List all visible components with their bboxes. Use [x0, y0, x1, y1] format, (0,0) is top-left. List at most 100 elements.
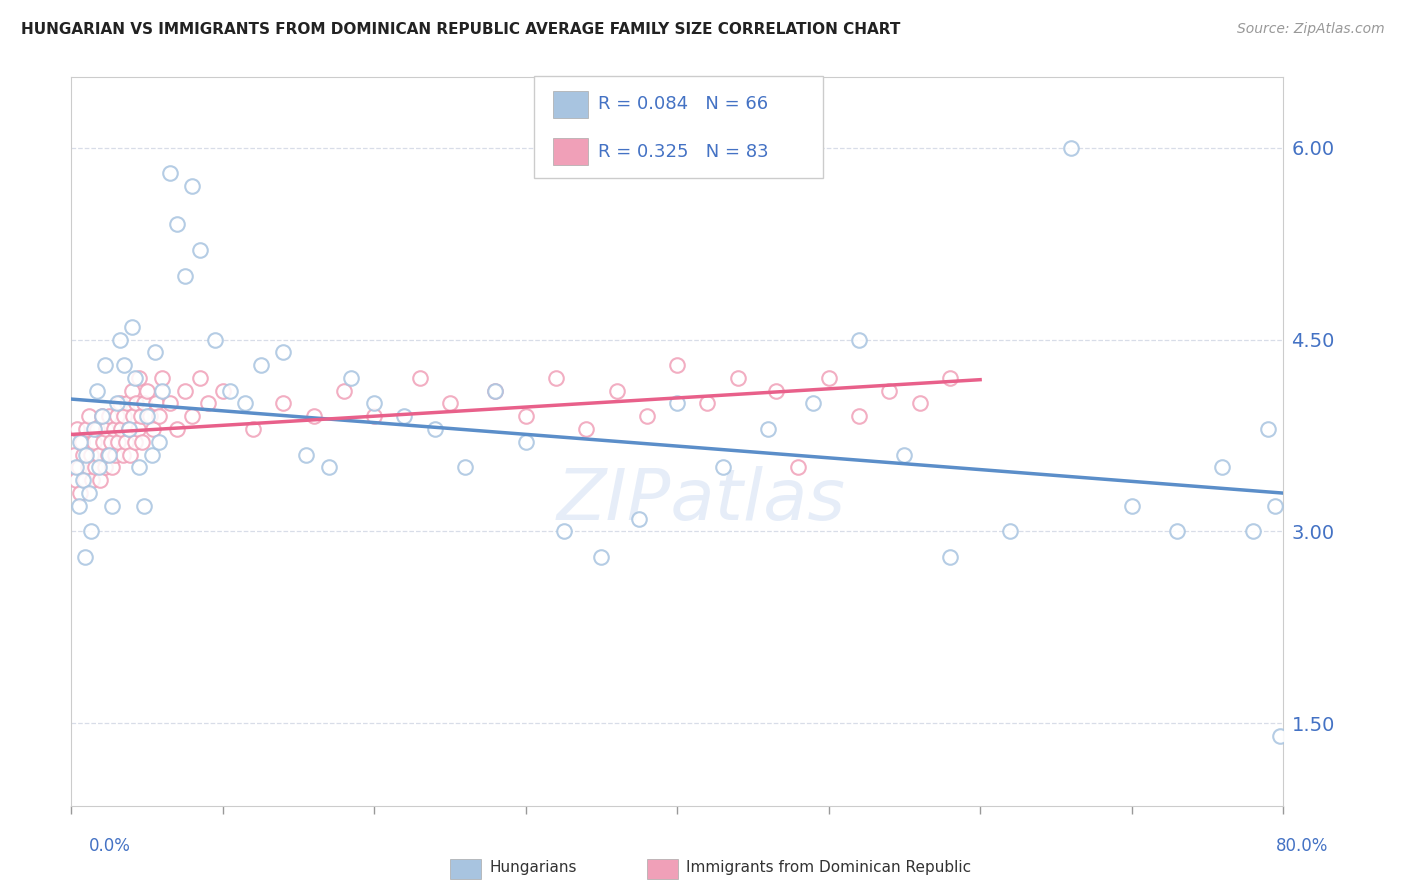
Point: [1166, 524, 1188, 539]
Text: R = 0.084   N = 66: R = 0.084 N = 66: [598, 95, 768, 113]
Point: [204, 333, 226, 347]
Point: [484, 384, 506, 398]
Point: [188, 371, 211, 385]
Point: [105, 396, 128, 410]
Point: [181, 179, 204, 194]
Point: [908, 396, 931, 410]
Point: [79, 486, 101, 500]
Point: [1121, 499, 1143, 513]
Point: [711, 460, 734, 475]
Point: [104, 448, 127, 462]
Point: [893, 448, 915, 462]
Point: [271, 396, 294, 410]
Point: [423, 422, 446, 436]
Point: [136, 384, 159, 398]
Point: [117, 396, 139, 410]
Point: [132, 499, 155, 513]
Point: [181, 409, 204, 424]
Point: [787, 460, 810, 475]
Point: [83, 422, 105, 436]
Point: [98, 409, 121, 424]
Point: [128, 371, 150, 385]
Point: [87, 448, 110, 462]
Point: [73, 549, 96, 564]
Point: [939, 549, 962, 564]
Point: [235, 396, 257, 410]
Point: [125, 396, 148, 410]
Point: [271, 345, 294, 359]
Point: [150, 384, 173, 398]
Point: [120, 448, 142, 462]
Point: [394, 409, 416, 424]
Point: [143, 345, 166, 359]
Point: [84, 460, 107, 475]
Point: [219, 384, 242, 398]
Point: [124, 371, 146, 385]
Point: [553, 524, 575, 539]
Point: [197, 396, 219, 410]
Text: Source: ZipAtlas.com: Source: ZipAtlas.com: [1237, 22, 1385, 37]
Point: [101, 460, 124, 475]
Point: [122, 409, 145, 424]
Point: [302, 409, 325, 424]
Point: [628, 511, 651, 525]
Point: [295, 448, 318, 462]
Point: [90, 409, 112, 424]
Text: Immigrants from Dominican Republic: Immigrants from Dominican Republic: [686, 861, 972, 875]
Text: Hungarians: Hungarians: [489, 861, 576, 875]
Point: [515, 434, 537, 449]
Text: ZIPatlas: ZIPatlas: [557, 466, 846, 534]
Point: [484, 384, 506, 398]
Point: [100, 434, 122, 449]
Point: [112, 409, 135, 424]
Point: [83, 434, 105, 449]
Point: [129, 409, 152, 424]
Point: [817, 371, 839, 385]
Point: [136, 409, 159, 424]
Point: [75, 422, 97, 436]
Point: [363, 409, 385, 424]
Point: [111, 448, 134, 462]
Point: [166, 422, 188, 436]
Point: [86, 422, 108, 436]
Point: [159, 396, 181, 410]
Point: [159, 166, 181, 180]
Point: [127, 422, 149, 436]
Point: [98, 448, 121, 462]
Point: [65, 460, 87, 475]
Point: [69, 486, 91, 500]
Point: [114, 434, 136, 449]
Point: [132, 396, 155, 410]
Point: [128, 460, 150, 475]
Point: [939, 371, 962, 385]
Point: [86, 384, 108, 398]
Point: [80, 448, 103, 462]
Point: [108, 396, 131, 410]
Point: [848, 333, 870, 347]
Point: [249, 358, 271, 372]
Point: [1211, 460, 1233, 475]
Point: [89, 473, 111, 487]
Point: [363, 396, 385, 410]
Point: [90, 409, 112, 424]
Text: 0.0%: 0.0%: [89, 837, 131, 855]
Text: R = 0.325   N = 83: R = 0.325 N = 83: [598, 143, 768, 161]
Point: [666, 396, 689, 410]
Point: [118, 422, 141, 436]
Point: [79, 409, 101, 424]
Point: [77, 460, 100, 475]
Point: [82, 473, 104, 487]
Point: [439, 396, 461, 410]
Point: [66, 422, 89, 436]
Point: [408, 371, 430, 385]
Point: [97, 448, 120, 462]
Point: [242, 422, 264, 436]
Point: [87, 460, 110, 475]
Point: [1000, 524, 1022, 539]
Point: [93, 358, 115, 372]
Point: [141, 448, 163, 462]
Point: [139, 409, 162, 424]
Point: [173, 268, 195, 283]
Point: [70, 434, 93, 449]
Point: [75, 448, 97, 462]
